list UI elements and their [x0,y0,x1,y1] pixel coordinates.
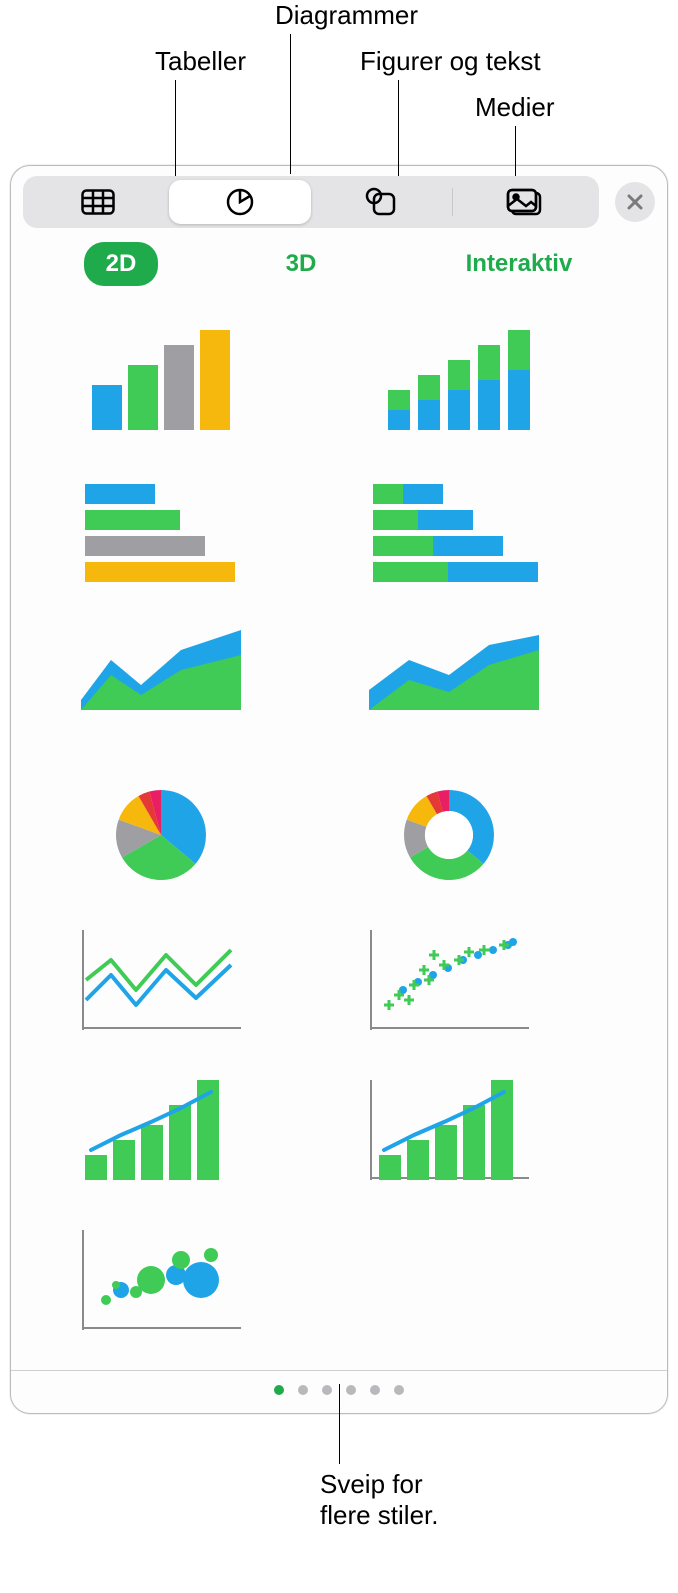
chart-thumb-area-2[interactable] [369,630,539,740]
chart-thumb-empty [369,1230,539,1340]
callout-tables: Tabeller [155,46,246,77]
chart-type-tabs: 2D 3D Interaktiv [11,234,667,300]
callouts-bottom: Sveip for flere stiler. [0,1414,678,1554]
tab-media[interactable] [453,180,595,224]
callout-line [515,126,516,176]
chart-thumb-stacked-bar[interactable] [369,480,539,590]
tab-shapes[interactable] [311,180,453,224]
insert-panel: 2D 3D Interaktiv [10,165,668,1414]
shapes-icon [365,187,397,217]
page-dot-1[interactable] [274,1385,284,1395]
tab-charts[interactable] [169,180,311,224]
callout-shapes: Figurer og tekst [360,46,541,77]
pie-chart-icon [225,187,255,217]
callout-media: Medier [475,92,554,123]
callout-line [398,80,399,176]
chart-thumb-area[interactable] [81,630,251,740]
page-dot-6[interactable] [394,1385,404,1395]
page-dot-5[interactable] [370,1385,380,1395]
page-dot-4[interactable] [346,1385,356,1395]
tab-2d[interactable]: 2D [84,242,159,286]
table-icon [81,189,115,215]
media-icon [506,188,542,216]
page-dot-2[interactable] [298,1385,308,1395]
callout-swipe: Sveip for flere stiler. [320,1469,439,1531]
callout-line [290,34,291,174]
chart-thumb-donut[interactable] [369,780,539,890]
callouts-top: Diagrammer Tabeller Figurer og tekst Med… [0,0,678,165]
tab-tables[interactable] [27,180,169,224]
chart-thumb-bar[interactable] [81,480,251,590]
page-dot-3[interactable] [322,1385,332,1395]
category-segmented-control [23,176,599,228]
chart-thumb-bubble[interactable] [81,1230,251,1340]
category-toolbar [11,166,667,234]
chart-thumb-scatter[interactable] [369,930,539,1040]
callout-charts: Diagrammer [275,0,418,31]
chart-thumb-combo-axes[interactable] [369,1080,539,1190]
callout-line [175,80,176,176]
close-icon [626,193,644,211]
chart-thumb-line[interactable] [81,930,251,1040]
tab-interactive[interactable]: Interaktiv [444,242,595,286]
close-button[interactable] [615,182,655,222]
chart-thumb-pie[interactable] [81,780,251,890]
tab-3d[interactable]: 3D [264,242,339,286]
chart-thumbnails-grid [11,300,667,1360]
callout-line [339,1384,340,1464]
chart-thumb-column[interactable] [81,330,251,440]
chart-thumb-stacked-column[interactable] [369,330,539,440]
chart-thumb-combo[interactable] [81,1080,251,1190]
